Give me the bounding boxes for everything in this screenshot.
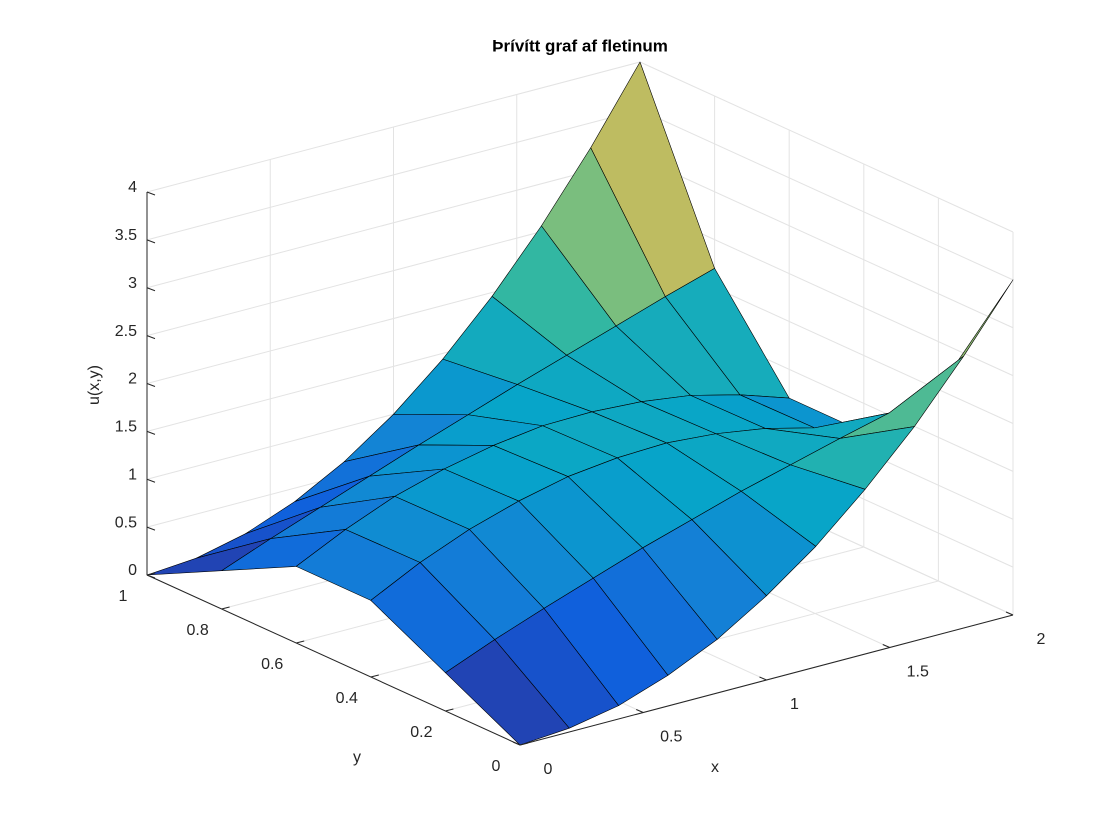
y-tick bbox=[221, 606, 230, 610]
x-tick-label: 0.5 bbox=[660, 729, 682, 746]
chart-title: Þrívítt graf af fletinum bbox=[492, 36, 668, 55]
z-tick-label: 1 bbox=[128, 466, 137, 483]
x-tick bbox=[882, 644, 890, 648]
z-tick bbox=[146, 478, 156, 483]
x-tick bbox=[636, 709, 644, 713]
y-tick bbox=[296, 640, 305, 644]
z-tick bbox=[146, 430, 156, 435]
z-tick bbox=[146, 191, 156, 196]
grid-line bbox=[639, 61, 1014, 233]
y-tick-label: 0.2 bbox=[410, 724, 432, 741]
y-tick-label: 0.8 bbox=[186, 622, 208, 639]
z-tick-label: 2 bbox=[128, 371, 137, 388]
z-tick bbox=[146, 287, 156, 292]
y-tick-label: 1 bbox=[119, 588, 128, 605]
x-tick-label: 2 bbox=[1037, 631, 1046, 648]
x-tick bbox=[759, 676, 767, 681]
z-tick bbox=[146, 526, 156, 531]
y-tick bbox=[146, 572, 156, 576]
x-tick-label: 0 bbox=[544, 761, 553, 778]
z-tick-label: 2.5 bbox=[115, 323, 137, 340]
y-tick bbox=[370, 674, 379, 678]
x-tick-label: 1 bbox=[790, 696, 799, 713]
x-tick bbox=[1005, 611, 1014, 616]
grid-line bbox=[639, 109, 1014, 281]
y-axis-label: y bbox=[353, 749, 361, 766]
y-tick-label: 0.4 bbox=[336, 690, 358, 707]
z-tick-label: 0.5 bbox=[115, 514, 137, 531]
z-tick-label: 4 bbox=[128, 179, 137, 196]
y-tick-label: 0 bbox=[492, 758, 501, 775]
z-tick bbox=[146, 574, 156, 579]
z-tick bbox=[146, 239, 156, 244]
surface-patch bbox=[445, 639, 570, 746]
surface bbox=[146, 61, 1014, 746]
y-tick bbox=[519, 742, 529, 746]
y-axis bbox=[146, 574, 521, 746]
z-tick-label: 0 bbox=[128, 562, 137, 579]
y-tick-label: 0.6 bbox=[261, 656, 283, 673]
y-tick bbox=[445, 708, 454, 712]
grid-line bbox=[639, 157, 1014, 329]
x-tick bbox=[512, 741, 521, 746]
z-tick bbox=[146, 383, 156, 387]
z-tick-label: 3 bbox=[128, 275, 137, 292]
x-axis-label: x bbox=[711, 759, 719, 776]
z-tick-label: 1.5 bbox=[115, 419, 137, 436]
x-tick-label: 1.5 bbox=[907, 664, 929, 681]
axes: 0 0.5 1 1.5 2 2.5 3 3.5 4 0 0.5 1 1.5 2 0 0.2 0.4 0.6 0.8 1 bbox=[115, 179, 1046, 778]
z-tick-label: 3.5 bbox=[115, 227, 137, 244]
z-axis-label: u(x,y) bbox=[86, 365, 103, 405]
z-tick bbox=[146, 335, 156, 340]
